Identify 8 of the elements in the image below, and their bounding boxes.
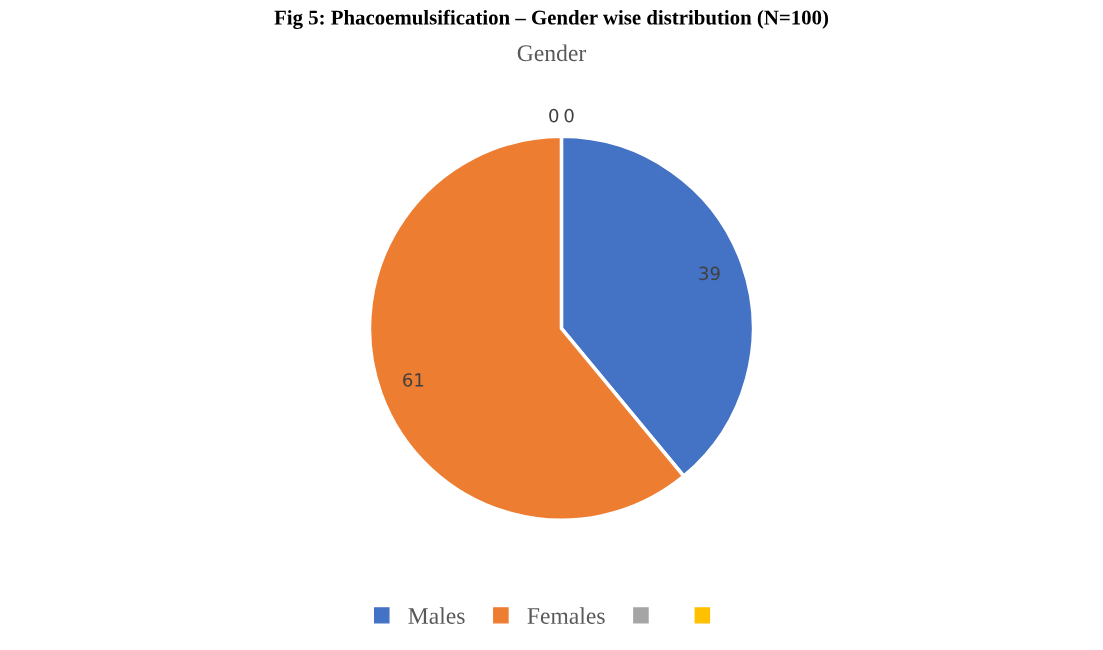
legend-label: Males <box>408 607 465 624</box>
data-label: 61 <box>403 373 424 387</box>
legend-label: Females <box>527 607 605 624</box>
text: 0 <box>564 108 574 123</box>
chart-subtitle: Gender <box>517 44 587 62</box>
data-label: 39 <box>699 266 720 281</box>
text: 0 <box>549 108 559 123</box>
chart-title: Fig 5: Phacoemulsification – Gender wise distribution (N=100) <box>274 9 829 30</box>
